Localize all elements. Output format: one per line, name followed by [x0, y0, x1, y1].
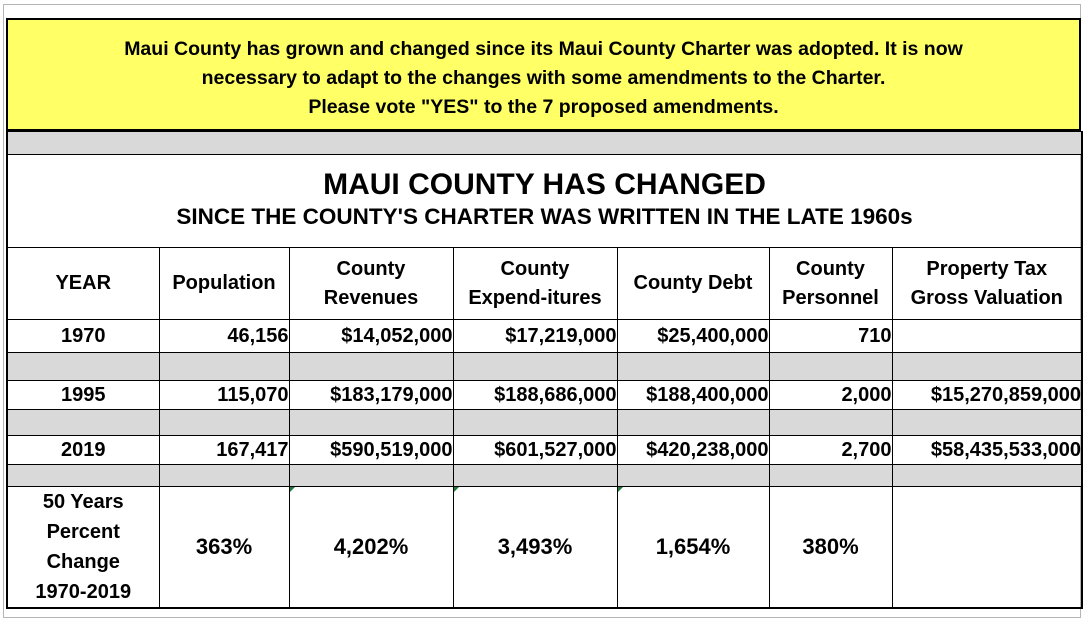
pct-expenditures: 3,493% [452, 486, 618, 609]
header-debt: County Debt [616, 247, 770, 320]
table-row: 1995 115,070 $183,179,000 $188,686,000 $… [6, 380, 1084, 410]
banner-line-3: Please vote "YES" to the 7 proposed amen… [308, 96, 779, 118]
table-row: 2019 167,417 $590,519,000 $601,527,000 $… [6, 435, 1084, 465]
cell-year: 1970 [6, 319, 160, 353]
vote-banner: Maui County has grown and changed since … [6, 18, 1081, 131]
cell-debt: $188,400,000 [616, 380, 770, 410]
header-personnel: County Personnel [768, 247, 893, 320]
spacer-row [6, 409, 1084, 436]
cell-expenditures: $188,686,000 [452, 380, 618, 410]
cell-revenues: $14,052,000 [288, 319, 454, 353]
header-valuation: Property Tax Gross Valuation [891, 247, 1084, 320]
cell-year: 2019 [6, 435, 160, 465]
spacer-row [5, 131, 1084, 155]
cell-population: 46,156 [158, 319, 290, 353]
pct-valuation [891, 486, 1084, 609]
header-year: YEAR [6, 247, 160, 320]
cell-valuation: $58,435,533,000 [891, 435, 1084, 465]
cell-personnel: 710 [768, 319, 893, 353]
percent-change-label: 50 Years Percent Change 1970-2019 [6, 486, 160, 609]
cell-valuation: $15,270,859,000 [891, 380, 1084, 410]
header-expenditures: County Expend-itures [452, 247, 618, 320]
cell-personnel: 2,700 [768, 435, 893, 465]
cell-personnel: 2,000 [768, 380, 893, 410]
cell-expenditures: $17,219,000 [452, 319, 618, 353]
pct-revenues: 4,202% [288, 486, 454, 609]
cell-revenues: $590,519,000 [288, 435, 454, 465]
cell-population: 167,417 [158, 435, 290, 465]
table-row: 1970 46,156 $14,052,000 $17,219,000 $25,… [6, 319, 1084, 353]
header-revenues: County Revenues [288, 247, 454, 320]
pct-population: 363% [158, 486, 290, 609]
county-change-table: MAUI COUNTY HAS CHANGED SINCE THE COUNTY… [5, 131, 1084, 609]
header-row: YEAR Population County Revenues County Exp… [6, 247, 1084, 320]
cell-valuation [891, 319, 1084, 353]
spacer-row [6, 464, 1084, 487]
cell-debt: $420,238,000 [616, 435, 770, 465]
table-subtitle: SINCE THE COUNTY'S CHARTER WAS WRITTEN I… [176, 204, 913, 229]
table-title: MAUI COUNTY HAS CHANGED [323, 168, 766, 201]
cell-revenues: $183,179,000 [288, 380, 454, 410]
header-population: Population [158, 247, 290, 320]
cell-expenditures: $601,527,000 [452, 435, 618, 465]
banner-line-1: Maui County has grown and changed since … [124, 38, 963, 60]
pct-debt: 1,654% [616, 486, 770, 609]
percent-change-row: 50 Years Percent Change 1970-2019 363% 4… [6, 486, 1084, 609]
banner-line-2: necessary to adapt to the changes with s… [201, 67, 886, 89]
cell-year: 1995 [6, 380, 160, 410]
title-row: MAUI COUNTY HAS CHANGED SINCE THE COUNTY… [5, 154, 1084, 248]
cell-debt: $25,400,000 [616, 319, 770, 353]
spacer-row [6, 352, 1084, 381]
pct-personnel: 380% [768, 486, 893, 609]
cell-population: 115,070 [158, 380, 290, 410]
